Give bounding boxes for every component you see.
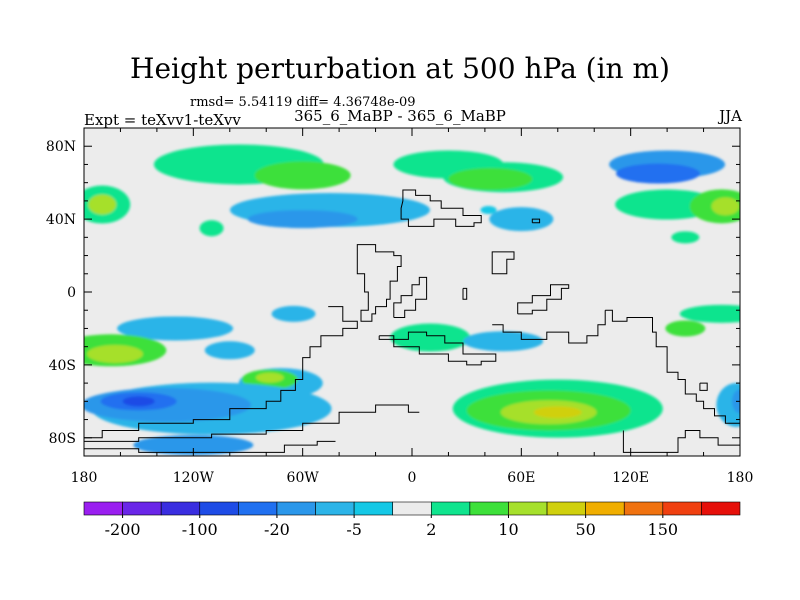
colorbar-swatch [508,501,548,516]
colorbar-swatch [238,501,278,516]
y-tick-label: 80N [46,139,76,155]
anomaly-sp-negative-south [133,435,254,456]
x-tick-label: 0 [408,470,417,486]
colorbar-swatch [469,501,509,516]
coastlines [84,189,740,453]
colorbar-label: 2 [426,520,436,539]
anomaly-tropical-far-east-core [665,320,706,337]
colorbar-label: -5 [346,520,362,539]
contour-fill [84,144,740,456]
colorbar-label: -200 [105,520,141,539]
x-tick-label: 180 [727,470,754,486]
coast-central-mid [393,276,428,318]
coast-east-3 [622,430,740,453]
colorbar-swatch [199,501,239,516]
coast-island-1 [462,287,468,300]
colorbar-swatch [160,501,201,516]
coast-southwest-bottom [84,440,336,453]
x-tick-label: 120W [173,470,215,486]
experiment-label: Expt = teXvv1-teXvv [84,111,241,129]
colorbar-swatch [701,501,741,516]
colorbar-label: 10 [498,520,518,539]
anomaly-ne-pacific-core [711,197,740,216]
coast-east-2 [605,309,740,424]
colorbar-swatch [662,501,702,516]
y-tick-label: 0 [67,285,76,301]
coast-south-central [378,331,497,366]
anomaly-nh-high-west-core [254,161,351,190]
x-tick-label: 180 [71,470,98,486]
coast-island-2 [531,218,541,224]
colorbar-swatch [122,501,162,516]
x-tick-label: 120E [612,470,649,486]
colorbar-swatch [430,501,471,516]
coast-island-3 [699,382,708,391]
stats-label: rmsd= 5.54119 diff= 4.36748e-09 [190,95,416,110]
anomaly-nw-pacific-core [88,194,117,215]
axes: 180 120W 60W 0 60E 120E 180 80N 40N 0 40S 80S [46,128,753,486]
colorbar: -200 -100 -20 -5 2 10 50 150 [83,501,741,539]
colorbar-swatch [546,501,586,516]
season-label: JJA [719,107,742,125]
colorbar-swatch [392,501,432,516]
anomaly-sp-small-1 [204,341,255,360]
coast-east-1 [517,284,570,315]
coast-southwest-upper [84,306,358,439]
anomaly-tropical-midwest [271,305,316,322]
anomaly-tropical-west [117,316,234,341]
y-tick-label: 40S [49,358,76,374]
coast-east-4 [492,310,606,344]
colorbar-swatch [83,501,123,516]
anomaly-nh-negative-east-core [616,163,700,184]
anomaly-nh-high-east-core [448,168,533,191]
y-tick-label: 40N [46,212,76,228]
colorbar-swatch [315,501,355,516]
anomaly-sp-negative-inner [122,396,155,407]
coast-central-west [356,244,402,322]
y-tick-label: 80S [49,431,76,447]
coast-east-5 [491,251,515,275]
colorbar-label: -100 [182,520,218,539]
anomaly-small-patch-3 [671,231,700,244]
colorbar-swatch [623,501,664,516]
case-label: 365_6_MaBP - 365_6_MaBP [294,107,506,125]
colorbar-label: -20 [264,520,290,539]
anomaly-sp-positive-core [86,344,143,363]
colorbar-swatch [353,501,394,516]
anomaly-sa-core [255,372,284,383]
anomaly-small-patch-4 [480,206,497,214]
x-tick-label: 60E [507,470,535,486]
anomaly-io-core [533,406,582,419]
anomaly-tropical-east [463,331,544,352]
chart-title: Height perturbation at 500 hPa (in m) [130,52,670,85]
anomaly-central-band-core [247,210,358,229]
anomaly-small-patch-2 [489,207,554,232]
anomaly-small-patch-1 [199,220,224,237]
coast-north-block [400,189,482,227]
colorbar-label: 50 [575,520,595,539]
colorbar-swatch [276,501,316,516]
anomaly-tropical-far-east [679,304,740,323]
anomaly-tropical-central [390,323,471,352]
colorbar-swatch [585,501,625,516]
x-tick-label: 60W [287,470,320,486]
colorbar-label: 150 [648,520,679,539]
plot-area [84,128,740,456]
coast-southwest-lower [84,404,420,442]
